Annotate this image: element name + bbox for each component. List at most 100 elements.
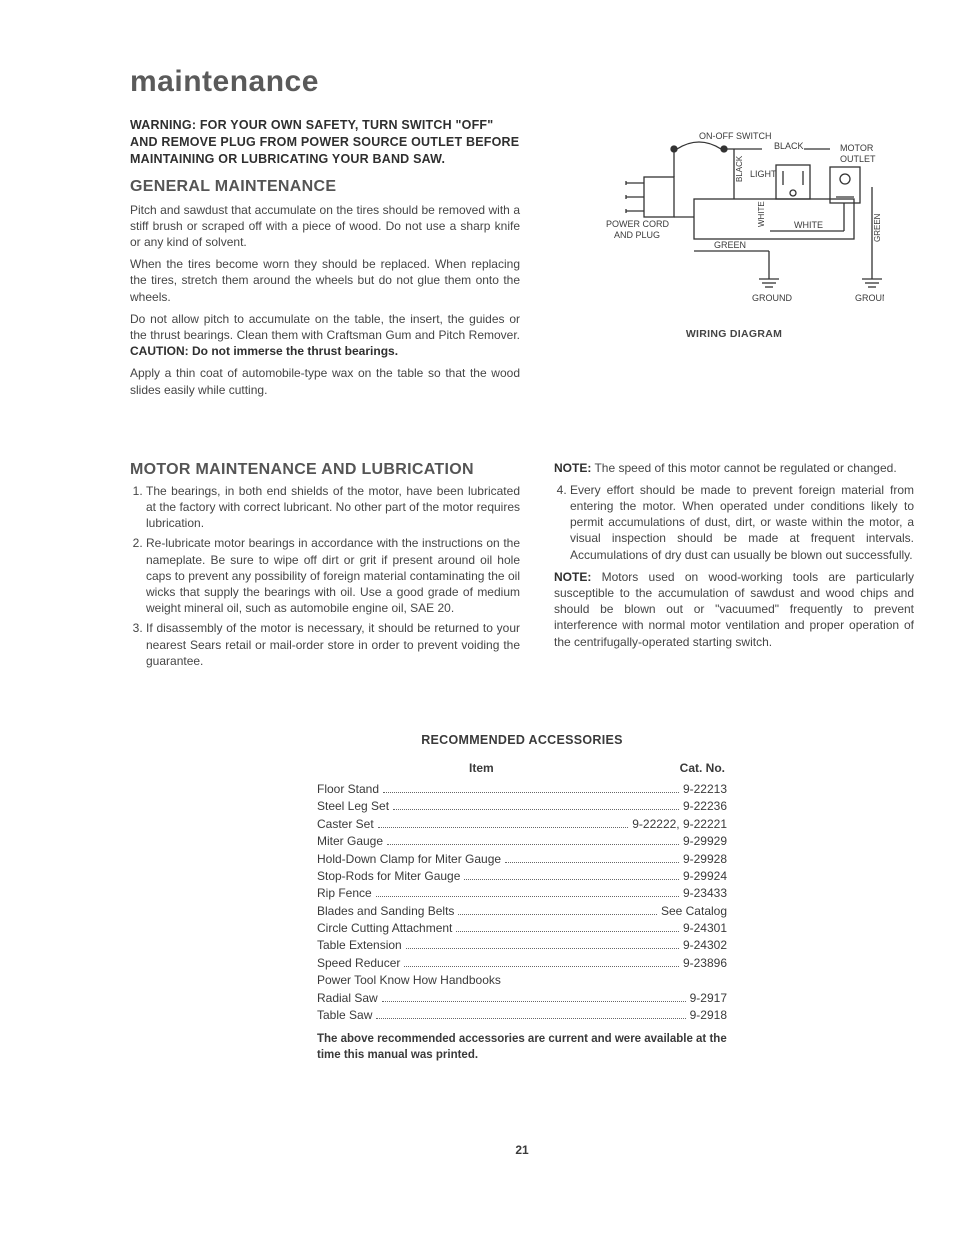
leader-dots <box>505 852 679 863</box>
leader-dots <box>376 887 679 898</box>
accessories-rows: Floor Stand9-22213Steel Leg Set9-22236Ca… <box>317 781 727 972</box>
motor-note-1-label: NOTE: <box>554 461 591 475</box>
label-powercord-1: POWER CORD <box>606 219 670 229</box>
accessory-label: Caster Set <box>317 816 374 833</box>
accessory-row: Caster Set 9-22222, 9-22221 <box>317 816 727 833</box>
lower-right-column: NOTE: The speed of this motor cannot be … <box>554 454 914 656</box>
motor-li-3: If disassembly of the motor is necessary… <box>146 620 520 669</box>
label-white-v: WHITE <box>757 201 766 227</box>
label-green-v: GREEN <box>873 213 882 242</box>
accessory-label: Circle Cutting Attachment <box>317 920 452 937</box>
warning-text: WARNING: FOR YOUR OWN SAFETY, TURN SWITC… <box>130 117 520 168</box>
label-green: GREEN <box>714 240 746 250</box>
accessory-row: Hold-Down Clamp for Miter Gauge 9-29928 <box>317 851 727 868</box>
accessory-row: Rip Fence 9-23433 <box>317 885 727 902</box>
accessory-label: Steel Leg Set <box>317 798 389 815</box>
upper-columns: WARNING: FOR YOUR OWN SAFETY, TURN SWITC… <box>130 117 914 404</box>
page: maintenance WARNING: FOR YOUR OWN SAFETY… <box>0 0 954 1197</box>
accessory-label: Table Extension <box>317 937 402 954</box>
motor-note-1-text: The speed of this motor cannot be regula… <box>591 461 896 475</box>
accessory-catno: 9-29929 <box>683 833 727 850</box>
leader-dots <box>404 956 679 967</box>
accessory-label: Hold-Down Clamp for Miter Gauge <box>317 851 501 868</box>
accessory-row: Steel Leg Set 9-22236 <box>317 798 727 815</box>
accessory-label: Speed Reducer <box>317 955 400 972</box>
lower-columns: MOTOR MAINTENANCE AND LUBRICATION The be… <box>130 454 914 673</box>
wiring-diagram-wrap: ON-OFF SWITCH BLACK MOTOR OUTLET <box>554 127 914 340</box>
label-black-v: BLACK <box>735 155 744 182</box>
motor-li-2: Re-lubricate motor bearings in accordanc… <box>146 535 520 616</box>
label-black: BLACK <box>774 141 804 151</box>
leader-dots <box>458 904 657 915</box>
accessory-catno: 9-23433 <box>683 885 727 902</box>
motor-maintenance-heading: MOTOR MAINTENANCE AND LUBRICATION <box>130 460 520 479</box>
leader-dots <box>456 921 679 932</box>
accessory-row: Table Saw 9-2918 <box>317 1007 727 1024</box>
leader-dots <box>406 939 679 950</box>
gm-para-4: Apply a thin coat of automobile-type wax… <box>130 365 520 397</box>
accessory-catno: 9-2918 <box>690 1007 727 1024</box>
accessory-label: Miter Gauge <box>317 833 383 850</box>
accessory-catno: 9-22222, 9-22221 <box>632 816 727 833</box>
accessory-row: Blades and Sanding BeltsSee Catalog <box>317 903 727 920</box>
leader-dots <box>382 991 686 1002</box>
accessories-header-row: Item Cat. No. <box>317 761 727 777</box>
accessory-row: Stop-Rods for Miter Gauge 9-29924 <box>317 868 727 885</box>
accessory-catno: 9-24302 <box>683 937 727 954</box>
motor-list-left: The bearings, in both end shields of the… <box>130 483 520 669</box>
label-white: WHITE <box>794 220 823 230</box>
gm-para-3a: Do not allow pitch to accumulate on the … <box>130 312 520 342</box>
accessory-catno: 9-22213 <box>683 781 727 798</box>
label-powercord-2: AND PLUG <box>614 230 660 240</box>
motor-note-2: NOTE: Motors used on wood-working tools … <box>554 569 914 650</box>
accessories-sub-heading: Power Tool Know How Handbooks <box>317 972 727 989</box>
label-motor-1: MOTOR <box>840 143 874 153</box>
leader-dots <box>387 835 679 846</box>
leader-dots <box>378 817 629 828</box>
accessory-row: Miter Gauge 9-29929 <box>317 833 727 850</box>
wiring-diagram: ON-OFF SWITCH BLACK MOTOR OUTLET <box>584 127 884 322</box>
accessory-label: Stop-Rods for Miter Gauge <box>317 868 460 885</box>
accessory-catno: See Catalog <box>661 903 727 920</box>
general-maintenance-heading: GENERAL MAINTENANCE <box>130 178 520 196</box>
accessories-footnote: The above recommended accessories are cu… <box>317 1032 727 1063</box>
page-number: 21 <box>130 1143 914 1157</box>
gm-para-2: When the tires become worn they should b… <box>130 256 520 305</box>
motor-note-1: NOTE: The speed of this motor cannot be … <box>554 460 914 476</box>
ground-right-icon <box>862 275 882 287</box>
wiring-diagram-caption: WIRING DIAGRAM <box>554 328 914 340</box>
motor-li-1: The bearings, in both end shields of the… <box>146 483 520 532</box>
motor-note-2-text: Motors used on wood-working tools are pa… <box>554 570 914 649</box>
upper-right-column: ON-OFF SWITCH BLACK MOTOR OUTLET <box>554 117 914 340</box>
motor-list-right: Every effort should be made to prevent f… <box>554 482 914 563</box>
accessory-label: Floor Stand <box>317 781 379 798</box>
accessory-catno: 9-24301 <box>683 920 727 937</box>
accessory-label: Radial Saw <box>317 990 378 1007</box>
recommended-accessories: RECOMMENDED ACCESSORIES Item Cat. No. Fl… <box>317 733 727 1064</box>
accessory-label: Rip Fence <box>317 885 372 902</box>
motor-li-4: Every effort should be made to prevent f… <box>570 482 914 563</box>
accessory-row: Circle Cutting Attachment 9-24301 <box>317 920 727 937</box>
accessory-catno: 9-29924 <box>683 868 727 885</box>
accessories-title: RECOMMENDED ACCESSORIES <box>317 733 727 747</box>
leader-dots <box>376 1008 685 1019</box>
lower-left-column: MOTOR MAINTENANCE AND LUBRICATION The be… <box>130 454 520 673</box>
accessory-row: Floor Stand 9-22213 <box>317 781 727 798</box>
accessory-row: Speed Reducer9-23896 <box>317 955 727 972</box>
page-title: maintenance <box>130 65 914 99</box>
label-onoff: ON-OFF SWITCH <box>699 131 772 141</box>
accessory-catno: 9-29928 <box>683 851 727 868</box>
gm-para-3b-caution: CAUTION: Do not immerse the thrust beari… <box>130 344 398 358</box>
accessory-row: Table Extension 9-24302 <box>317 937 727 954</box>
accessory-catno: 9-22236 <box>683 798 727 815</box>
accessory-row: Radial Saw 9-2917 <box>317 990 727 1007</box>
acc-head-cat: Cat. No. <box>680 761 725 775</box>
label-light: LIGHT <box>750 169 777 179</box>
upper-left-column: WARNING: FOR YOUR OWN SAFETY, TURN SWITC… <box>130 117 520 404</box>
motor-note-2-label: NOTE: <box>554 570 591 584</box>
gm-para-1: Pitch and sawdust that accumulate on the… <box>130 202 520 251</box>
accessory-catno: 9-2917 <box>690 990 727 1007</box>
accessory-label: Table Saw <box>317 1007 372 1024</box>
accessories-sub-rows: Radial Saw 9-2917 Table Saw 9-2918 <box>317 990 727 1025</box>
label-ground-r: GROUND <box>855 293 884 303</box>
